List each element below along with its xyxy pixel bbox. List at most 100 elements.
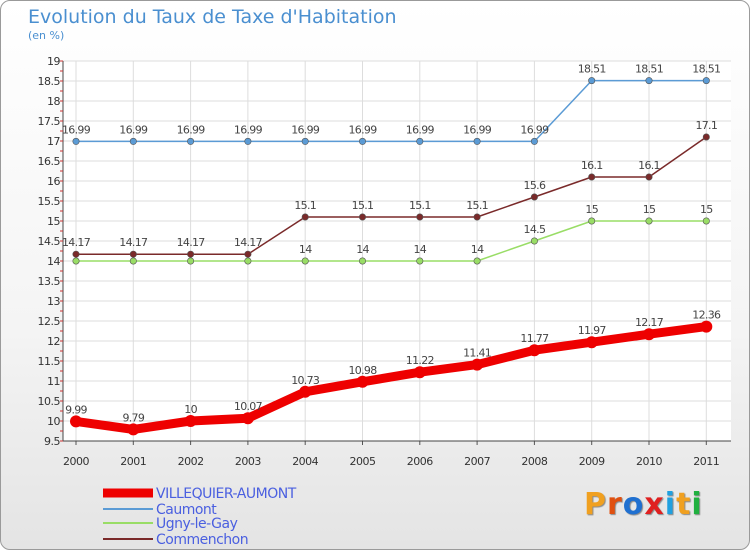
data-point bbox=[72, 250, 80, 258]
data-point bbox=[187, 137, 195, 145]
x-tick-label: 2002 bbox=[178, 455, 204, 468]
data-label: 12.36 bbox=[692, 309, 721, 322]
legend-label: Ugny-le-Gay bbox=[156, 516, 238, 532]
legend-label: Commenchon bbox=[156, 532, 248, 548]
data-label: 16.99 bbox=[291, 123, 320, 136]
proxiti-logo: Proxiti bbox=[584, 487, 703, 522]
data-point bbox=[585, 336, 598, 349]
y-tick-label: 17.5 bbox=[38, 115, 61, 128]
data-label: 10.07 bbox=[234, 400, 263, 413]
data-point bbox=[702, 133, 710, 141]
data-label: 11.77 bbox=[520, 332, 549, 345]
data-point bbox=[645, 77, 653, 85]
x-tick-label: 2006 bbox=[407, 455, 433, 468]
data-label: 18.51 bbox=[635, 63, 663, 76]
x-tick-label: 2003 bbox=[235, 455, 261, 468]
data-point bbox=[473, 213, 481, 221]
data-label: 14.17 bbox=[62, 236, 91, 249]
data-point bbox=[356, 375, 369, 388]
y-tick-label: 12 bbox=[47, 335, 60, 348]
y-tick-label: 14.5 bbox=[38, 235, 61, 248]
chart-subtitle: (en %) bbox=[28, 29, 65, 42]
data-label: 14.5 bbox=[524, 223, 546, 236]
y-tick-label: 15.5 bbox=[38, 195, 61, 208]
data-label: 15.1 bbox=[409, 199, 431, 212]
data-point bbox=[358, 257, 366, 265]
data-point bbox=[72, 257, 80, 265]
data-point bbox=[702, 217, 710, 225]
data-label: 16.1 bbox=[638, 159, 660, 172]
data-label: 15 bbox=[585, 203, 598, 216]
data-point bbox=[530, 137, 538, 145]
y-tick-label: 11 bbox=[47, 375, 60, 388]
data-point bbox=[530, 193, 538, 201]
y-tick-label: 14 bbox=[47, 255, 60, 268]
legend-label: VILLEQUIER-AUMONT bbox=[156, 486, 297, 502]
data-label: 16.99 bbox=[520, 123, 549, 136]
data-point bbox=[416, 137, 424, 145]
data-label: 14 bbox=[471, 243, 484, 256]
logo-letter: r bbox=[607, 487, 623, 522]
data-label: 16.99 bbox=[463, 123, 492, 136]
data-label: 9.99 bbox=[65, 403, 87, 416]
logo-letter: x bbox=[644, 487, 665, 522]
x-tick-label: 2008 bbox=[521, 455, 547, 468]
data-point bbox=[473, 257, 481, 265]
data-label: 14.17 bbox=[234, 236, 263, 249]
data-label: 16.99 bbox=[62, 123, 91, 136]
data-point bbox=[528, 344, 541, 357]
data-label: 10.98 bbox=[349, 364, 378, 377]
data-point bbox=[588, 217, 596, 225]
data-point bbox=[301, 257, 309, 265]
legend-label: Caumont bbox=[156, 502, 217, 518]
data-label: 18.51 bbox=[692, 63, 720, 76]
data-label: 16.99 bbox=[119, 123, 148, 136]
data-label: 15.1 bbox=[294, 199, 316, 212]
y-tick-label: 9.5 bbox=[44, 435, 60, 448]
data-label: 9.79 bbox=[122, 411, 144, 424]
x-tick-label: 2007 bbox=[464, 455, 490, 468]
data-point bbox=[299, 385, 312, 398]
data-point bbox=[416, 213, 424, 221]
data-label: 16.99 bbox=[349, 123, 378, 136]
data-label: 11.22 bbox=[406, 354, 434, 367]
data-point bbox=[129, 257, 137, 265]
data-point bbox=[471, 358, 484, 371]
data-label: 14 bbox=[356, 243, 369, 256]
data-point bbox=[358, 213, 366, 221]
data-label: 16.1 bbox=[581, 159, 603, 172]
series-line-villequier-aumont bbox=[71, 322, 711, 434]
y-tick-label: 10 bbox=[47, 415, 60, 428]
data-point bbox=[358, 137, 366, 145]
logo-letter: P bbox=[584, 487, 607, 522]
data-point bbox=[129, 250, 137, 258]
y-tick-label: 19 bbox=[47, 55, 60, 68]
series-line-ugny-le-gay bbox=[75, 220, 708, 262]
data-point bbox=[301, 137, 309, 145]
data-label: 11.41 bbox=[463, 347, 491, 360]
data-label: 14 bbox=[299, 243, 312, 256]
data-point bbox=[70, 415, 82, 428]
data-point bbox=[129, 137, 137, 145]
data-point bbox=[184, 415, 197, 427]
data-point bbox=[413, 366, 426, 379]
data-point bbox=[244, 137, 252, 145]
x-tick-label: 2000 bbox=[63, 455, 89, 468]
data-point bbox=[700, 320, 713, 333]
y-tick-label: 10.5 bbox=[38, 395, 61, 408]
series-line-commenchon bbox=[75, 136, 708, 255]
data-label: 10.73 bbox=[291, 374, 320, 387]
y-tick-label: 18 bbox=[47, 95, 60, 108]
data-point bbox=[416, 257, 424, 265]
series-line-caumont bbox=[75, 79, 708, 143]
data-point bbox=[72, 137, 80, 145]
data-label: 10 bbox=[184, 403, 197, 416]
y-tick-label: 11.5 bbox=[38, 355, 61, 368]
data-label: 17.1 bbox=[695, 119, 717, 132]
data-label: 14 bbox=[413, 243, 426, 256]
x-tick-label: 2009 bbox=[579, 455, 605, 468]
data-point bbox=[588, 77, 596, 85]
logo-letter: t bbox=[676, 487, 692, 522]
data-point bbox=[645, 217, 653, 225]
